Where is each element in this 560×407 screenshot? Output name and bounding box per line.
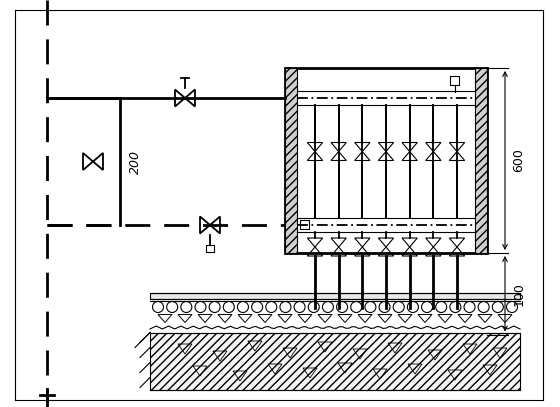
Bar: [475, 68, 487, 253]
Text: 100: 100: [512, 282, 525, 306]
Text: 200: 200: [128, 149, 142, 173]
Bar: [206, 245, 214, 252]
Bar: [285, 68, 487, 253]
Bar: [150, 333, 520, 390]
Bar: [300, 220, 309, 229]
Text: 600: 600: [512, 149, 525, 173]
Bar: [285, 68, 297, 253]
Bar: [450, 76, 459, 85]
